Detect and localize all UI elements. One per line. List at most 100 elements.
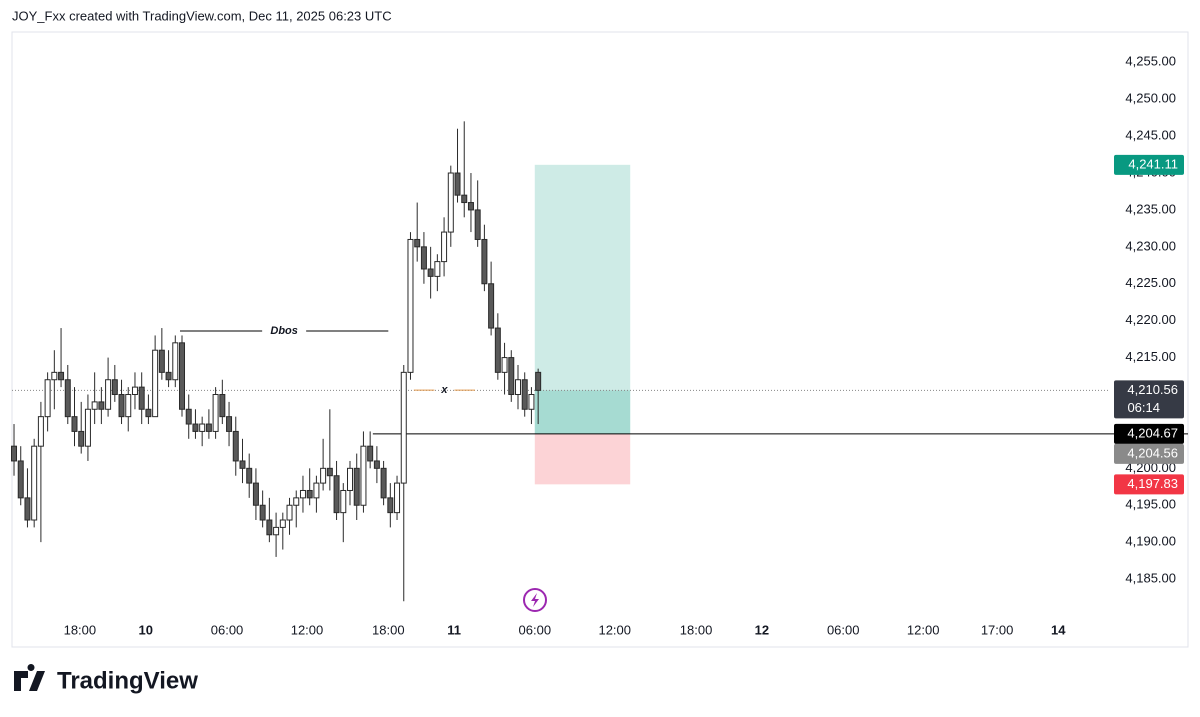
candle-body xyxy=(71,416,78,432)
y-tick-label: 4,220.00 xyxy=(1125,312,1176,327)
price-countdown: 06:14 xyxy=(1127,400,1160,415)
y-tick-label: 4,250.00 xyxy=(1125,91,1176,106)
x-tick-label: 10 xyxy=(138,622,152,637)
header: JOY_Fxx created with TradingView.com, De… xyxy=(12,8,392,23)
candle-body xyxy=(199,423,206,432)
candle-body xyxy=(474,209,481,240)
price-label: 4,204.67 xyxy=(1127,425,1178,440)
candle-body xyxy=(131,386,138,396)
candle-body xyxy=(17,460,24,499)
candle-body xyxy=(494,327,501,373)
candle-body xyxy=(111,379,118,396)
candle-body xyxy=(420,246,427,270)
x-tick-label: 18:00 xyxy=(64,622,97,637)
candle-body xyxy=(259,504,266,521)
price-label-box xyxy=(1114,443,1184,464)
x-tick-label: 06:00 xyxy=(211,622,244,637)
candle-body xyxy=(373,460,380,469)
target-zone xyxy=(534,164,631,434)
x-tick-label: 12:00 xyxy=(291,622,324,637)
candle-body xyxy=(118,394,125,418)
candle-body xyxy=(219,394,226,418)
chart-frame xyxy=(11,31,1189,648)
candle-body xyxy=(313,482,320,499)
x-tick-label: 17:00 xyxy=(981,622,1014,637)
annotation-text: x xyxy=(440,384,448,396)
candle-body xyxy=(246,467,253,484)
x-tick-label: 12:00 xyxy=(598,622,631,637)
x-tick-label: 11 xyxy=(447,622,461,637)
candle-body xyxy=(84,408,91,447)
candle-body xyxy=(273,526,280,536)
candle-body xyxy=(353,467,360,506)
candle-body xyxy=(11,445,18,462)
candle-body xyxy=(441,231,448,263)
candle-body xyxy=(152,349,159,418)
candle-body xyxy=(347,467,354,491)
x-tick-label: 18:00 xyxy=(372,622,405,637)
price-label-box xyxy=(1114,154,1184,175)
price-label: 4,204.56 xyxy=(1127,445,1178,460)
x-tick-label: 06:00 xyxy=(827,622,860,637)
candle-body xyxy=(400,371,407,484)
candle-body xyxy=(239,460,246,469)
candle-body xyxy=(414,238,421,248)
candle-body xyxy=(51,371,58,381)
candle-body xyxy=(98,401,105,410)
candle-body xyxy=(105,379,112,410)
candle-body xyxy=(514,379,521,396)
candle-body xyxy=(145,408,152,418)
candle-body xyxy=(320,467,327,484)
brand: TradingView xyxy=(57,667,198,694)
candle-body xyxy=(58,371,65,381)
candle-body xyxy=(293,497,300,506)
candle-body xyxy=(333,475,340,514)
candle-body xyxy=(232,430,239,462)
candle-body xyxy=(427,268,434,277)
price-label-box xyxy=(1114,380,1184,419)
lightning-icon xyxy=(523,588,547,612)
price-label: 4,197.83 xyxy=(1127,476,1178,491)
y-tick-label: 4,245.00 xyxy=(1125,128,1176,143)
logo xyxy=(14,664,45,691)
candle-body xyxy=(44,379,51,418)
candle-body xyxy=(501,357,508,373)
x-tick-label: 18:00 xyxy=(680,622,713,637)
candle-body xyxy=(488,283,495,329)
candle-body xyxy=(434,261,441,277)
y-tick-label: 4,230.00 xyxy=(1125,238,1176,253)
price-label-box xyxy=(1114,474,1184,495)
candle-body xyxy=(266,519,273,536)
y-tick-label: 4,185.00 xyxy=(1125,571,1176,586)
candle-body xyxy=(481,238,488,285)
candle-body xyxy=(179,342,186,410)
candle-body xyxy=(226,416,233,432)
price-label: 4,210.56 xyxy=(1127,382,1178,397)
y-tick-label: 4,195.00 xyxy=(1125,497,1176,512)
x-tick-label: 14 xyxy=(1051,622,1066,637)
candle-body xyxy=(380,467,387,499)
candle-body xyxy=(125,394,132,418)
candle-body xyxy=(521,379,528,410)
candle-body xyxy=(252,482,259,506)
candle-body xyxy=(192,423,199,432)
candle-body xyxy=(185,408,192,425)
candle-body xyxy=(212,394,219,432)
candle-body xyxy=(172,342,179,381)
candle-body xyxy=(447,172,454,233)
candle-body xyxy=(467,202,474,211)
candle-body xyxy=(205,423,212,432)
candle-body xyxy=(387,497,394,514)
open-pnl-zone xyxy=(534,390,631,434)
candle-body xyxy=(340,489,347,514)
price-label-box xyxy=(1114,423,1184,444)
candle-body xyxy=(454,172,461,196)
candle-body xyxy=(326,467,333,477)
candle-body xyxy=(508,357,515,396)
candle-body xyxy=(528,394,535,410)
y-tick-label: 4,215.00 xyxy=(1125,349,1176,364)
candle-body xyxy=(407,238,414,373)
candle-body xyxy=(138,386,145,410)
